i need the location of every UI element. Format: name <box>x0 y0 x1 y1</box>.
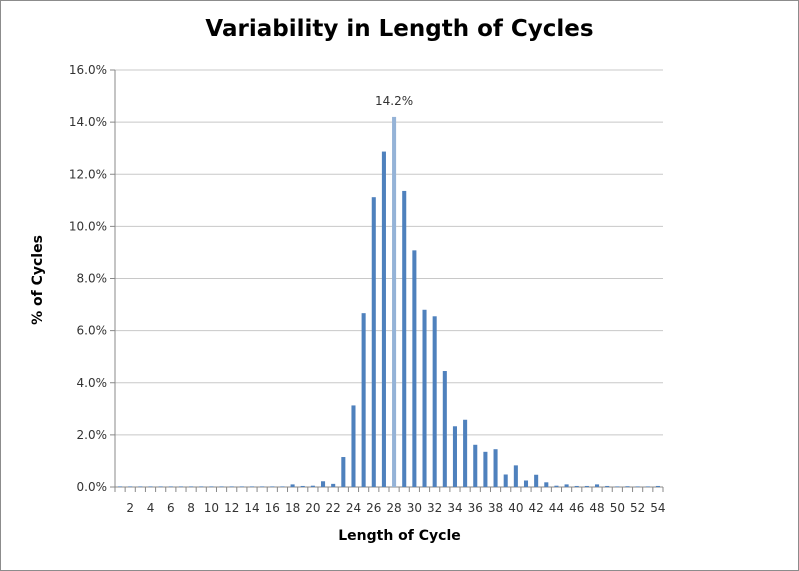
x-tick-label: 52 <box>630 501 645 515</box>
bar <box>442 371 447 487</box>
x-tick-label: 40 <box>508 501 523 515</box>
bar <box>168 486 173 487</box>
bar <box>422 309 427 487</box>
bar <box>655 485 660 487</box>
bar <box>412 250 417 487</box>
bar <box>554 485 559 487</box>
y-tick-label: 16.0% <box>69 63 107 77</box>
bar <box>432 316 437 487</box>
bar <box>605 485 610 487</box>
bar <box>523 480 529 487</box>
bar <box>280 486 285 487</box>
x-tick-label: 54 <box>650 501 665 515</box>
bar <box>341 457 346 487</box>
bar <box>615 486 620 487</box>
y-tick-label: 0.0% <box>77 480 108 494</box>
bar <box>503 474 508 487</box>
bar <box>260 486 265 487</box>
bar <box>199 486 204 487</box>
x-tick-label: 38 <box>488 501 503 515</box>
x-axis-label: Length of Cycle <box>338 528 461 544</box>
x-tick-label: 26 <box>366 501 381 515</box>
bar <box>452 426 457 487</box>
x-tick-label: 4 <box>147 501 155 515</box>
bar <box>544 482 549 487</box>
bar <box>300 485 305 487</box>
bar <box>635 486 640 487</box>
bar <box>189 486 194 487</box>
x-tick-label: 42 <box>529 501 544 515</box>
x-tick-label: 50 <box>610 501 625 515</box>
x-tick-label: 44 <box>549 501 564 515</box>
bar <box>270 486 275 487</box>
x-tick-label: 8 <box>187 501 195 515</box>
x-tick-label: 36 <box>468 501 483 515</box>
chart-title: Variability in Length of Cycles <box>205 16 594 42</box>
x-tick-label: 48 <box>589 501 604 515</box>
bar <box>178 486 183 487</box>
bar <box>209 486 214 487</box>
y-tick-label: 4.0% <box>77 376 108 390</box>
bar <box>128 486 133 487</box>
y-tick-label: 12.0% <box>69 167 107 181</box>
x-tick-label: 2 <box>126 501 134 515</box>
bar <box>534 474 539 487</box>
bar <box>625 486 630 487</box>
data-label: 14.2% <box>375 94 413 108</box>
bar <box>290 484 295 487</box>
bar <box>483 451 488 487</box>
bar <box>574 485 579 487</box>
x-tick-label: 12 <box>224 501 239 515</box>
x-tick-label: 24 <box>346 501 361 515</box>
x-tick-label: 32 <box>427 501 442 515</box>
y-tick-label: 14.0% <box>69 115 107 129</box>
x-tick-label: 20 <box>305 501 320 515</box>
bar <box>463 419 468 487</box>
bar <box>392 116 397 487</box>
y-tick-label: 10.0% <box>69 219 107 233</box>
bar <box>249 486 255 487</box>
bar <box>118 486 123 487</box>
bar <box>138 486 143 487</box>
bar <box>584 485 589 487</box>
bar <box>361 313 366 487</box>
bar <box>645 486 650 487</box>
x-tick-label: 10 <box>204 501 219 515</box>
x-tick-label: 46 <box>569 501 584 515</box>
bar <box>229 486 234 487</box>
y-tick-label: 6.0% <box>77 324 108 338</box>
bar <box>493 449 498 487</box>
x-tick-label: 18 <box>285 501 300 515</box>
bar <box>595 484 600 487</box>
x-tick-label: 16 <box>265 501 280 515</box>
bar <box>402 190 407 487</box>
y-tick-label: 8.0% <box>77 272 108 286</box>
x-tick-label: 30 <box>407 501 422 515</box>
y-tick-label: 2.0% <box>77 428 108 442</box>
bar <box>381 151 386 487</box>
bar <box>239 486 244 487</box>
x-tick-label: 6 <box>167 501 175 515</box>
bar <box>219 486 224 487</box>
bar <box>473 444 478 487</box>
bar <box>371 197 376 487</box>
bar <box>148 486 153 487</box>
x-tick-label: 28 <box>386 501 401 515</box>
bar <box>310 485 315 487</box>
bar <box>321 481 326 487</box>
bar <box>331 483 336 487</box>
x-tick-label: 22 <box>326 501 341 515</box>
bar <box>158 486 163 487</box>
x-tick-label: 34 <box>447 501 462 515</box>
x-tick-label: 14 <box>244 501 259 515</box>
bar <box>564 484 569 487</box>
bar <box>351 405 356 487</box>
bar <box>513 465 518 487</box>
